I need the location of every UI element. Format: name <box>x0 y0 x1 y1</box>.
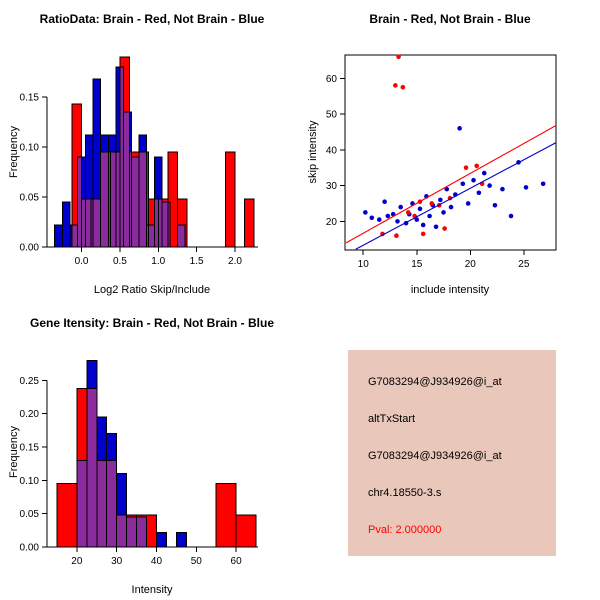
svg-text:40: 40 <box>151 556 163 567</box>
svg-text:0.20: 0.20 <box>20 409 40 420</box>
info-line-locus: chr4.18550-3.s <box>368 487 442 499</box>
svg-text:0.15: 0.15 <box>20 443 40 454</box>
info-line-event-type: altTxStart <box>368 413 416 425</box>
svg-text:20: 20 <box>465 259 477 270</box>
ratio-hist-ylabel: Frequency <box>8 126 20 178</box>
svg-text:0.5: 0.5 <box>113 256 127 267</box>
svg-text:0.10: 0.10 <box>20 476 40 487</box>
svg-text:0.25: 0.25 <box>20 376 40 387</box>
svg-text:10: 10 <box>358 259 370 270</box>
svg-text:20: 20 <box>71 556 83 567</box>
svg-text:40: 40 <box>326 145 338 156</box>
svg-text:25: 25 <box>518 259 530 270</box>
ratio-histogram-bars <box>54 56 255 248</box>
intensity-scatter-chart: 10 15 20 25 20 30 40 50 60 <box>326 54 557 270</box>
ratio-hist-xlabel: Log2 Ratio Skip/Include <box>93 284 211 296</box>
gene-hist-xlabel: Intensity <box>131 584 173 596</box>
svg-text:0.0: 0.0 <box>75 256 89 267</box>
gene-intensity-histogram-bars <box>56 359 257 548</box>
svg-text:1.0: 1.0 <box>151 256 165 267</box>
svg-text:0.00: 0.00 <box>20 543 40 554</box>
svg-text:0.00: 0.00 <box>20 243 40 254</box>
svg-text:60: 60 <box>231 556 243 567</box>
svg-text:20: 20 <box>326 217 338 228</box>
svg-text:50: 50 <box>326 110 338 121</box>
intensity-scatter-axes: 10 15 20 25 20 30 40 50 60 <box>326 54 557 270</box>
scatter-ylabel: skip intensity <box>307 120 319 184</box>
svg-text:1.5: 1.5 <box>190 256 204 267</box>
svg-text:0.05: 0.05 <box>20 193 40 204</box>
intensity-scatter-points-not-brain <box>363 126 546 230</box>
svg-text:50: 50 <box>191 556 203 567</box>
gene-intensity-histogram-chart: 20 30 40 50 60 0.00 0.05 0.10 0.15 0.20 0.25 <box>20 359 258 567</box>
svg-text:30: 30 <box>326 181 338 192</box>
svg-text:2.0: 2.0 <box>228 256 242 267</box>
gene-hist-title: Gene Itensity: Brain - Red, Not Brain - … <box>29 316 275 330</box>
svg-text:15: 15 <box>411 259 423 270</box>
info-line-pval: Pval: 2.000000 <box>368 524 442 536</box>
not-brain-fit-line <box>355 142 557 250</box>
svg-text:60: 60 <box>326 74 338 85</box>
svg-text:0.10: 0.10 <box>20 143 40 154</box>
ratio-histogram-axes: 0.0 0.5 1.0 1.5 2.0 0.00 0.05 0.10 0.15 <box>20 93 258 267</box>
info-line-probe-id: G7083294@J934926@i_at <box>368 376 502 388</box>
svg-text:30: 30 <box>111 556 123 567</box>
svg-text:0.05: 0.05 <box>20 509 40 520</box>
info-line-probe-id-2: G7083294@J934926@i_at <box>368 450 502 462</box>
svg-text:0.15: 0.15 <box>20 93 40 104</box>
info-box: G7083294@J934926@i_at altTxStart G708329… <box>348 350 556 556</box>
scatter-xlabel: include intensity <box>410 284 490 296</box>
intensity-scatter-points-brain <box>380 54 485 238</box>
gene-intensity-histogram-axes: 20 30 40 50 60 0.00 0.05 0.10 0.15 0.20 0.25 <box>20 376 258 567</box>
scatter-title: Brain - Red, Not Brain - Blue <box>369 12 531 26</box>
brain-fit-line <box>345 125 557 244</box>
ratio-hist-title: RatioData: Brain - Red, Not Brain - Blue <box>39 12 265 26</box>
ratio-histogram-chart: 0.0 0.5 1.0 1.5 2.0 0.00 0.05 0.10 0.15 <box>20 56 258 267</box>
gene-hist-ylabel: Frequency <box>8 426 20 478</box>
